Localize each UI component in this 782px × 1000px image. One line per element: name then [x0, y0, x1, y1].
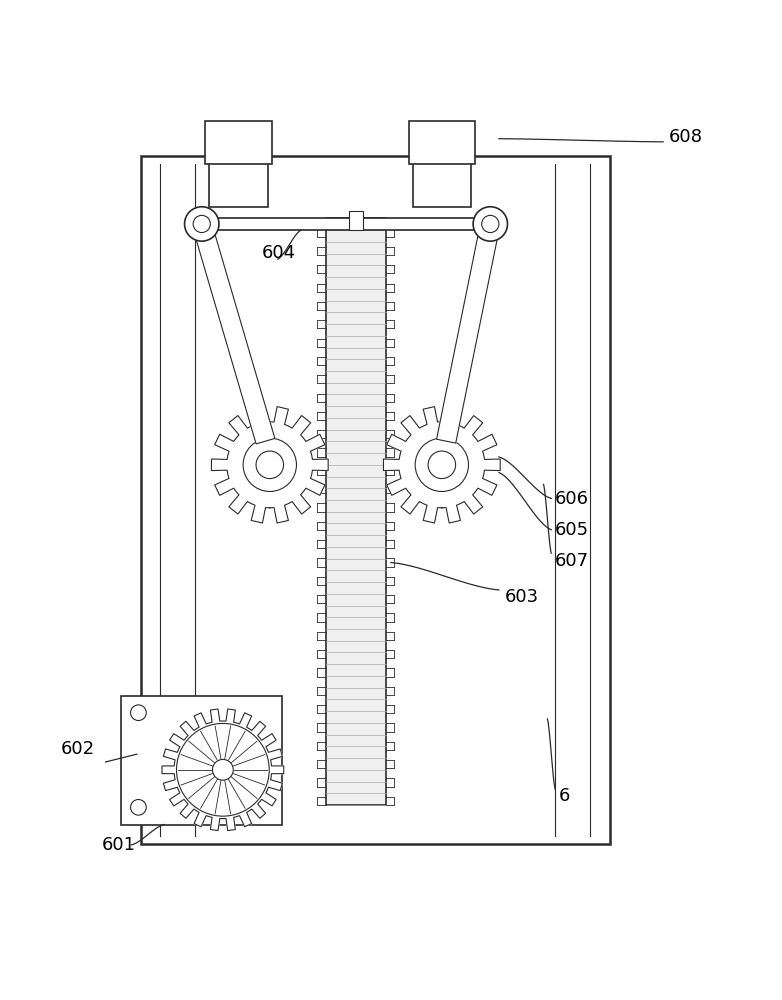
- Text: 603: 603: [504, 588, 539, 606]
- Circle shape: [256, 451, 284, 479]
- Bar: [326, 218, 386, 805]
- Circle shape: [482, 215, 499, 233]
- Circle shape: [428, 451, 456, 479]
- Bar: [141, 156, 610, 844]
- Text: 606: 606: [555, 490, 589, 508]
- Text: 605: 605: [555, 521, 590, 539]
- Circle shape: [193, 215, 210, 233]
- Bar: [408, 121, 475, 164]
- Circle shape: [213, 759, 233, 780]
- Bar: [349, 211, 363, 230]
- Circle shape: [131, 705, 146, 721]
- Polygon shape: [436, 222, 500, 443]
- Circle shape: [243, 438, 296, 491]
- Circle shape: [473, 207, 508, 241]
- Polygon shape: [383, 407, 500, 523]
- Text: 6: 6: [559, 787, 571, 805]
- Bar: [188, 218, 504, 230]
- Bar: [413, 129, 471, 207]
- Text: 601: 601: [102, 836, 135, 854]
- Text: 608: 608: [669, 128, 702, 146]
- Text: 604: 604: [262, 244, 296, 262]
- Polygon shape: [211, 407, 328, 523]
- Circle shape: [415, 438, 468, 491]
- Bar: [210, 129, 267, 207]
- Bar: [205, 121, 272, 164]
- Polygon shape: [192, 221, 274, 444]
- Text: 607: 607: [555, 552, 590, 570]
- Circle shape: [131, 800, 146, 815]
- Circle shape: [185, 207, 219, 241]
- Bar: [121, 696, 282, 825]
- Circle shape: [177, 723, 269, 816]
- Polygon shape: [162, 709, 284, 831]
- Text: 602: 602: [61, 740, 95, 758]
